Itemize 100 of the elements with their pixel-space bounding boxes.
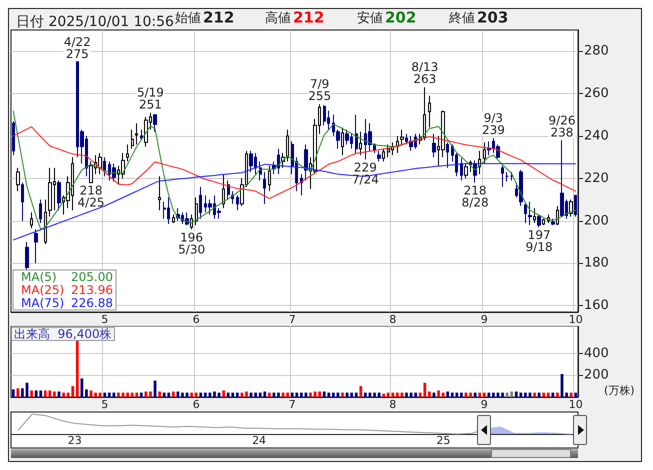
candlestick <box>556 205 559 226</box>
y-tick-label: 160 <box>584 298 609 314</box>
candlestick <box>569 199 573 218</box>
candlestick <box>382 148 385 162</box>
bar <box>474 392 476 397</box>
candlestick <box>355 114 358 154</box>
bar <box>478 392 482 397</box>
bar <box>359 386 362 397</box>
candlestick <box>432 133 436 158</box>
candlestick <box>551 218 555 226</box>
bar <box>300 392 303 397</box>
bar <box>167 392 170 397</box>
bar <box>222 390 225 397</box>
bar <box>103 392 106 397</box>
bar <box>570 392 573 397</box>
candlestick <box>98 152 102 175</box>
candlestick <box>286 129 289 162</box>
candlestick <box>464 163 468 179</box>
candlestick <box>236 194 239 211</box>
bar <box>304 392 308 397</box>
candlestick <box>446 142 449 168</box>
y-tick-label: 180 <box>584 256 609 271</box>
annotation: 229 7/24 <box>352 160 379 186</box>
text: MA(75) <box>21 296 64 310</box>
candlestick <box>533 208 536 224</box>
bar <box>482 392 486 397</box>
bar <box>53 392 56 397</box>
annotation: 5/19 251 <box>136 86 164 112</box>
candlestick <box>39 199 42 224</box>
bar <box>538 392 541 397</box>
bar <box>231 392 234 397</box>
y-tick-label: 200 <box>584 368 609 383</box>
text: 始値 <box>175 11 201 26</box>
candlestick <box>359 131 362 156</box>
chart-title: 日付 2025/10/01 10:56 <box>16 14 174 30</box>
bar <box>108 392 111 397</box>
bar <box>158 392 161 397</box>
bar <box>364 392 367 397</box>
bar <box>318 392 322 397</box>
x-tick-label: 5 <box>101 398 108 411</box>
bar <box>386 392 390 397</box>
bar <box>460 392 463 397</box>
candlestick <box>195 197 198 226</box>
candlestick <box>460 158 463 182</box>
candlestick <box>263 172 266 204</box>
bar <box>432 392 436 397</box>
candlestick <box>227 180 230 200</box>
candlestick <box>560 140 564 218</box>
text: 203 <box>477 8 508 26</box>
bar <box>194 392 198 397</box>
candlestick <box>528 201 532 226</box>
bar <box>135 392 138 397</box>
text: 212 <box>203 8 234 26</box>
candlestick <box>574 194 577 218</box>
annotation: 218 4/25 <box>78 184 104 210</box>
bar <box>446 392 450 397</box>
x-tick-label: 9 <box>480 398 488 411</box>
y-tick-label: 240 <box>584 128 609 144</box>
bar <box>34 390 38 397</box>
bar <box>48 390 52 397</box>
chart-title: 出来高 96,400株 <box>14 327 112 341</box>
annotation: 218 8/28 <box>462 184 489 210</box>
candlestick <box>140 129 143 141</box>
candlestick <box>400 129 404 145</box>
bar <box>204 392 207 397</box>
candlestick <box>304 144 308 182</box>
bar <box>487 392 490 397</box>
bar <box>546 392 550 397</box>
bar <box>341 392 344 397</box>
candlestick <box>483 142 486 164</box>
candlestick <box>208 199 212 215</box>
candlestick <box>222 174 225 209</box>
y-tick-label: 220 <box>584 170 609 186</box>
annotation: 9/3 239 <box>482 111 505 138</box>
text: MA(25) <box>21 283 64 297</box>
candlestick <box>48 167 52 218</box>
bar <box>130 392 134 397</box>
candlestick <box>409 136 413 152</box>
x-tick-label: 6 <box>192 398 200 411</box>
bar <box>236 392 239 397</box>
annotation: 7/9 255 <box>308 77 332 104</box>
line-series <box>12 126 576 200</box>
bar <box>510 392 514 397</box>
candlestick <box>25 242 29 272</box>
bar <box>172 392 175 397</box>
bar <box>354 392 358 397</box>
candlestick <box>377 150 381 162</box>
candlestick <box>112 163 116 182</box>
candlestick <box>524 203 527 224</box>
x-tick-label: 23 <box>68 434 82 447</box>
line-series <box>12 163 576 240</box>
bar <box>30 390 33 397</box>
bar <box>551 392 554 397</box>
candlestick <box>501 165 504 188</box>
annotation: 205.00 <box>71 270 113 284</box>
bar <box>322 392 326 397</box>
bar <box>154 380 156 397</box>
y-axis-title: (万株) <box>604 384 635 397</box>
bar <box>98 392 102 397</box>
annotation: 226.88 <box>71 296 113 310</box>
